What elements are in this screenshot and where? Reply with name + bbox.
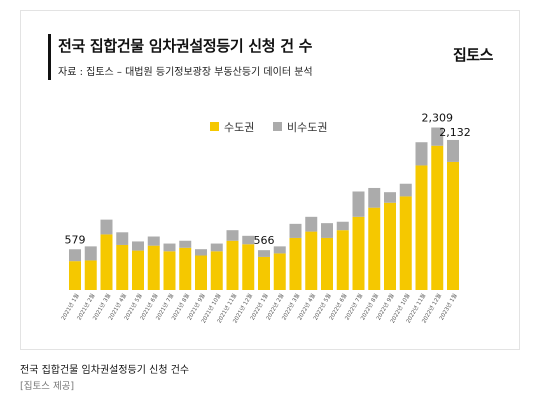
- bar-non-metro: [321, 223, 333, 238]
- bar-non-metro: [116, 232, 129, 245]
- bar-non-metro: [368, 187, 381, 208]
- bar-non-metro: [132, 241, 144, 251]
- bar-metro: [415, 165, 428, 290]
- bar-metro: [147, 245, 160, 290]
- bar-non-metro: [273, 246, 286, 254]
- figure-caption: 전국 집합건물 임차권설정등기 신청 건수: [20, 365, 190, 376]
- bar-metro: [210, 251, 223, 290]
- data-label: 579: [65, 233, 86, 246]
- bar-metro: [163, 251, 176, 290]
- bar-non-metro: [226, 230, 239, 241]
- bar-non-metro: [242, 235, 255, 245]
- legend-swatch-metro: [210, 122, 219, 131]
- source-note: 자료 : 집토스 – 대법원 등기정보광장 부동산등기 데이터 분석: [58, 67, 313, 78]
- bar-non-metro: [415, 142, 428, 166]
- bar-non-metro: [163, 243, 176, 252]
- bar-metro: [336, 230, 349, 290]
- bar-metro: [273, 253, 286, 290]
- bar-non-metro: [352, 191, 365, 217]
- bar-non-metro: [195, 249, 207, 256]
- bar-non-metro: [100, 219, 113, 235]
- bar-metro: [431, 145, 444, 290]
- bar-non-metro: [179, 240, 192, 248]
- bar-non-metro: [147, 236, 160, 246]
- bar-metro: [384, 202, 396, 290]
- data-label: 2,309: [422, 112, 454, 125]
- legend-label-non-metro: 비수도권: [287, 121, 327, 134]
- bar-non-metro: [289, 223, 302, 238]
- brand-logo: 집토스: [453, 46, 493, 64]
- bar-metro: [179, 247, 192, 290]
- chart-title: 전국 집합건물 임차권설정등기 신청 건 수: [58, 37, 313, 55]
- bar-metro: [195, 255, 207, 290]
- bar-non-metro: [447, 139, 459, 162]
- bar-non-metro: [69, 249, 81, 262]
- bar-metro: [352, 216, 365, 290]
- bar-metro: [84, 260, 97, 290]
- bar-metro: [258, 256, 270, 290]
- bar-non-metro: [431, 127, 444, 146]
- bar-metro: [116, 244, 129, 290]
- bar-metro: [368, 207, 381, 290]
- bar-metro: [321, 237, 333, 290]
- bar-metro: [305, 231, 318, 290]
- figure-credit: [집토스 제공]: [20, 381, 75, 392]
- legend-swatch-non-metro: [273, 122, 282, 131]
- legend-label-metro: 수도권: [224, 121, 254, 134]
- bar-non-metro: [384, 192, 396, 203]
- data-label: 2,132: [439, 126, 471, 139]
- bar-non-metro: [258, 250, 270, 257]
- bar-metro: [242, 244, 255, 290]
- title-accent-bar: [48, 34, 51, 80]
- bar-metro: [69, 261, 81, 290]
- bar-metro: [399, 196, 412, 290]
- data-label: 566: [254, 234, 275, 247]
- bar-non-metro: [399, 183, 412, 197]
- bar-metro: [226, 240, 239, 290]
- bar-non-metro: [84, 246, 97, 261]
- bar-non-metro: [210, 243, 223, 252]
- bar-metro: [132, 250, 144, 290]
- bar-metro: [447, 161, 459, 290]
- bar-non-metro: [305, 216, 318, 232]
- bar-metro: [289, 237, 302, 290]
- bar-non-metro: [336, 221, 349, 231]
- bar-metro: [100, 234, 113, 290]
